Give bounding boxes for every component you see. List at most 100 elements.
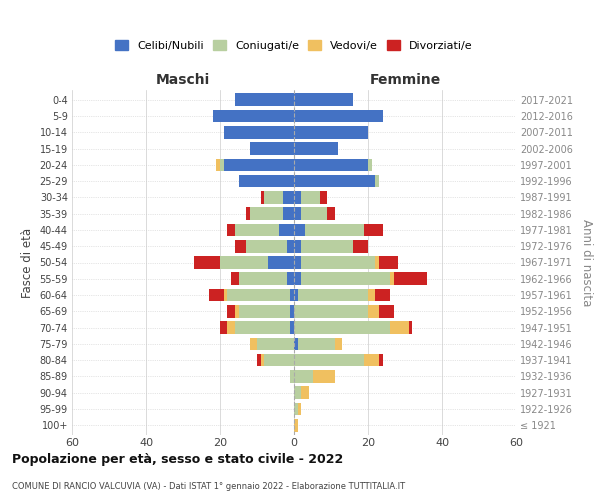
- Bar: [227, 224, 235, 236]
- Bar: [353, 240, 368, 252]
- Bar: [227, 305, 235, 318]
- Bar: [335, 338, 342, 350]
- Bar: [246, 240, 287, 252]
- Bar: [294, 321, 390, 334]
- Bar: [376, 288, 390, 302]
- Bar: [287, 240, 294, 252]
- Bar: [294, 256, 301, 269]
- Bar: [294, 386, 301, 399]
- Bar: [376, 175, 379, 188]
- Bar: [364, 224, 383, 236]
- Bar: [227, 288, 290, 302]
- Text: COMUNE DI RANCIO VALCUVIA (VA) - Dati ISTAT 1° gennaio 2022 - Elaborazione TUTTI: COMUNE DI RANCIO VALCUVIA (VA) - Dati IS…: [12, 482, 405, 491]
- Bar: [220, 158, 224, 171]
- Text: Femmine: Femmine: [370, 72, 440, 86]
- Bar: [257, 338, 294, 350]
- Y-axis label: Fasce di età: Fasce di età: [21, 228, 34, 298]
- Bar: [290, 288, 294, 302]
- Bar: [294, 126, 368, 138]
- Bar: [298, 288, 368, 302]
- Bar: [394, 272, 427, 285]
- Bar: [301, 386, 309, 399]
- Bar: [390, 272, 394, 285]
- Bar: [224, 126, 294, 138]
- Bar: [194, 256, 220, 269]
- Bar: [235, 240, 246, 252]
- Bar: [320, 191, 328, 204]
- Bar: [364, 354, 379, 366]
- Bar: [231, 272, 239, 285]
- Bar: [328, 208, 335, 220]
- Bar: [294, 370, 313, 383]
- Bar: [376, 256, 379, 269]
- Bar: [239, 175, 294, 188]
- Bar: [246, 208, 250, 220]
- Bar: [239, 272, 287, 285]
- Bar: [301, 240, 353, 252]
- Bar: [294, 272, 301, 285]
- Bar: [379, 354, 383, 366]
- Bar: [294, 419, 298, 432]
- Bar: [235, 94, 294, 106]
- Text: Popolazione per età, sesso e stato civile - 2022: Popolazione per età, sesso e stato civil…: [12, 452, 343, 466]
- Bar: [390, 321, 409, 334]
- Bar: [409, 321, 412, 334]
- Bar: [260, 191, 265, 204]
- Bar: [250, 338, 257, 350]
- Y-axis label: Anni di nascita: Anni di nascita: [580, 219, 593, 306]
- Bar: [379, 256, 398, 269]
- Bar: [294, 175, 376, 188]
- Bar: [265, 354, 294, 366]
- Bar: [260, 354, 265, 366]
- Bar: [224, 288, 227, 302]
- Bar: [268, 256, 294, 269]
- Bar: [257, 354, 260, 366]
- Bar: [301, 256, 376, 269]
- Bar: [290, 321, 294, 334]
- Bar: [294, 305, 368, 318]
- Bar: [368, 288, 376, 302]
- Bar: [290, 370, 294, 383]
- Bar: [290, 305, 294, 318]
- Bar: [287, 272, 294, 285]
- Bar: [224, 158, 294, 171]
- Bar: [279, 224, 294, 236]
- Bar: [294, 158, 368, 171]
- Bar: [305, 224, 364, 236]
- Bar: [235, 224, 279, 236]
- Bar: [368, 158, 372, 171]
- Bar: [283, 208, 294, 220]
- Bar: [283, 191, 294, 204]
- Bar: [294, 142, 338, 155]
- Bar: [301, 272, 390, 285]
- Bar: [294, 402, 298, 415]
- Bar: [235, 305, 239, 318]
- Bar: [217, 158, 220, 171]
- Bar: [294, 338, 298, 350]
- Bar: [220, 321, 227, 334]
- Bar: [298, 402, 301, 415]
- Bar: [313, 370, 335, 383]
- Bar: [209, 288, 224, 302]
- Bar: [379, 305, 394, 318]
- Bar: [368, 305, 379, 318]
- Bar: [235, 321, 290, 334]
- Bar: [294, 110, 383, 122]
- Bar: [294, 94, 353, 106]
- Bar: [301, 191, 320, 204]
- Bar: [301, 208, 328, 220]
- Bar: [250, 208, 283, 220]
- Bar: [294, 354, 364, 366]
- Bar: [294, 208, 301, 220]
- Bar: [250, 142, 294, 155]
- Text: Maschi: Maschi: [156, 72, 210, 86]
- Bar: [239, 305, 290, 318]
- Bar: [212, 110, 294, 122]
- Legend: Celibi/Nubili, Coniugati/e, Vedovi/e, Divorziati/e: Celibi/Nubili, Coniugati/e, Vedovi/e, Di…: [115, 40, 473, 51]
- Bar: [294, 240, 301, 252]
- Bar: [294, 224, 305, 236]
- Bar: [227, 321, 235, 334]
- Bar: [294, 191, 301, 204]
- Bar: [294, 288, 298, 302]
- Bar: [298, 338, 335, 350]
